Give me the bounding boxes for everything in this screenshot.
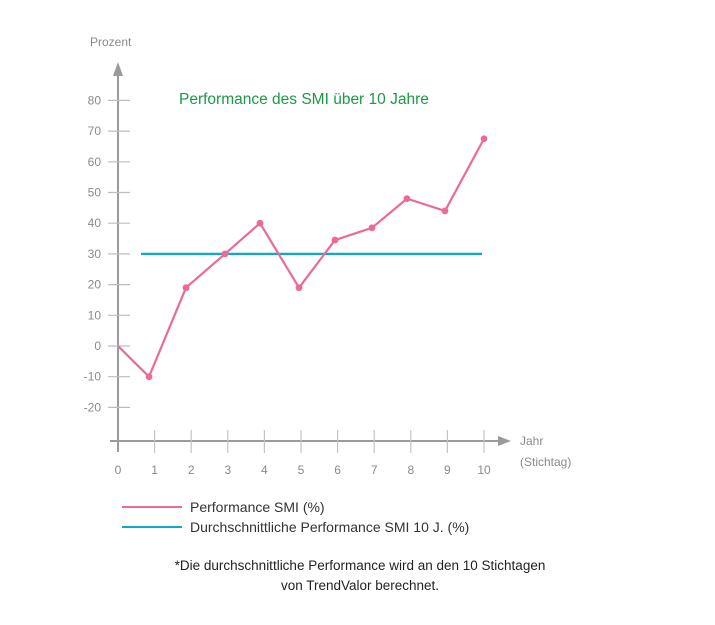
legend-label-performance: Performance SMI (%)	[190, 499, 325, 515]
legend-item-average: Durchschnittliche Performance SMI 10 J. …	[122, 517, 469, 537]
x-tick-label: 5	[298, 463, 305, 477]
y-tick-label: 80	[88, 93, 102, 107]
legend-item-performance: Performance SMI (%)	[122, 497, 469, 517]
x-tick-label: 3	[224, 463, 231, 477]
x-axis-label-line2: (Stichtag)	[520, 455, 571, 469]
x-tick-label: 1	[151, 463, 158, 477]
data-point	[295, 284, 303, 292]
y-axis: 80 70 60 50 40 30 20 10 0 -10 -20	[84, 62, 130, 448]
legend-swatch-performance	[122, 506, 182, 508]
legend: Performance SMI (%) Durchschnittliche Pe…	[122, 497, 469, 537]
x-tick-label: 7	[371, 463, 378, 477]
x-tick-label: 8	[407, 463, 414, 477]
y-tick-label: 20	[88, 278, 102, 292]
y-tick-label: 0	[94, 339, 101, 353]
data-point	[441, 207, 449, 215]
y-tick-label: 60	[88, 155, 102, 169]
data-point	[145, 373, 153, 381]
x-axis: 0 1 2 3 4 5 6 7 8 9 10	[110, 428, 511, 477]
performance-line	[117, 138, 485, 378]
series-layer	[117, 135, 488, 381]
x-tick-label: 9	[444, 463, 451, 477]
x-tick-label: 4	[261, 463, 268, 477]
y-tick-label: -20	[84, 400, 102, 414]
legend-swatch-average	[122, 526, 182, 528]
y-tick-label: -10	[84, 370, 102, 384]
data-point	[182, 284, 190, 292]
y-tick-label: 50	[88, 186, 102, 200]
y-tick-label: 30	[88, 247, 102, 261]
x-axis-label-line1: Jahr	[520, 434, 543, 448]
legend-label-average: Durchschnittliche Performance SMI 10 J. …	[190, 519, 470, 535]
footnote-line-2: von TrendValor berechnet.	[280, 578, 440, 593]
data-point	[221, 250, 229, 258]
footnote-line-1: *Die durchschnittliche Performance wird …	[174, 558, 546, 573]
data-point	[256, 219, 264, 227]
y-tick-label: 40	[88, 216, 102, 230]
x-tick-label: 6	[334, 463, 341, 477]
x-tick-label: 10	[477, 463, 491, 477]
chart-title: Performance des SMI über 10 Jahre	[179, 91, 429, 108]
x-tick-label: 2	[188, 463, 195, 477]
x-tick-label: 0	[115, 463, 122, 477]
data-point	[403, 195, 411, 203]
data-point	[368, 224, 376, 232]
y-tick-label: 70	[88, 124, 102, 138]
y-tick-label: 10	[88, 308, 102, 322]
y-axis-label: Prozent	[90, 35, 132, 49]
footnote: *Die durchschnittliche Performance wird …	[100, 556, 620, 596]
data-point	[480, 135, 488, 143]
data-point	[331, 236, 339, 244]
